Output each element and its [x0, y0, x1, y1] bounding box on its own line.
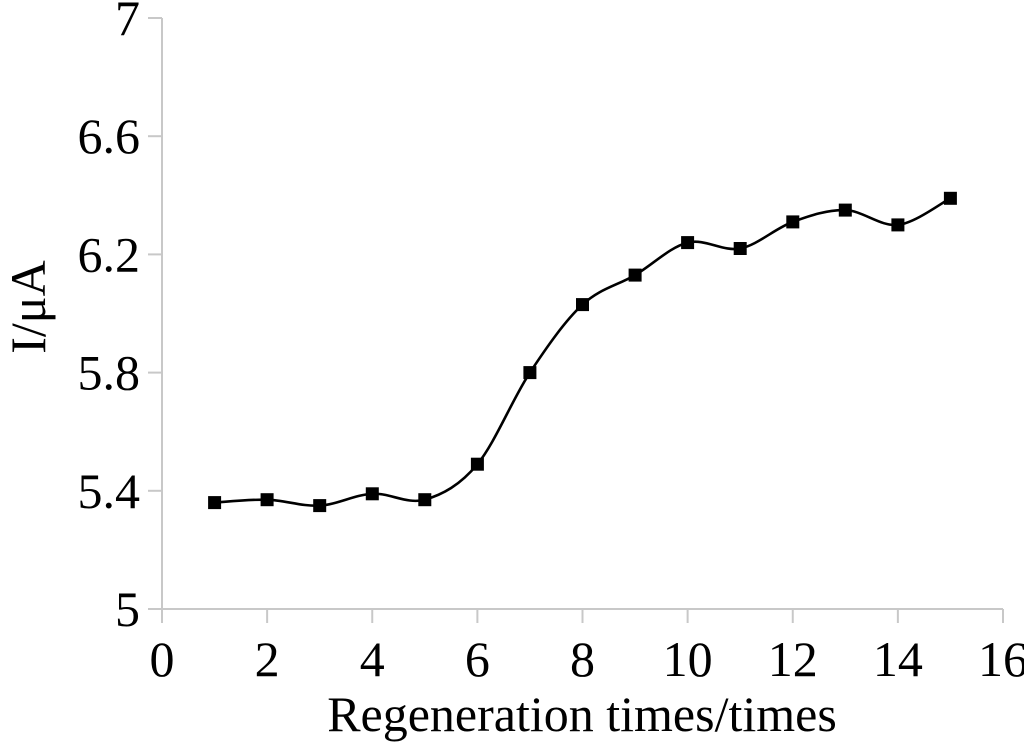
data-point-marker: [365, 487, 379, 501]
y-tick-label: 5.8: [78, 345, 141, 401]
x-tick-label: 2: [255, 631, 280, 687]
x-tick-label: 10: [663, 631, 713, 687]
data-point-marker: [260, 493, 274, 507]
x-tick-label: 12: [768, 631, 818, 687]
data-point-marker: [418, 493, 432, 507]
data-point-marker: [208, 496, 222, 510]
data-point-marker: [943, 191, 957, 205]
y-tick-label: 5.4: [78, 463, 141, 519]
data-point-marker: [470, 457, 484, 471]
series-line: [214, 197, 952, 507]
y-tick-label: 7: [115, 0, 140, 46]
x-tick-label: 6: [465, 631, 490, 687]
data-point-marker: [628, 268, 642, 282]
y-tick-label: 6.2: [78, 226, 141, 282]
y-tick-label: 5: [115, 581, 140, 637]
x-tick-label: 8: [570, 631, 595, 687]
data-point-marker: [786, 215, 800, 229]
data-point-marker: [313, 499, 327, 513]
x-axis-title: Regeneration times/times: [327, 686, 837, 742]
y-tick-label: 6.6: [78, 108, 141, 164]
x-tick-label: 4: [360, 631, 385, 687]
y-axis-title: I/μA: [0, 260, 56, 354]
data-point-marker: [523, 366, 537, 380]
data-point-marker: [681, 236, 695, 250]
data-point-marker: [576, 298, 589, 312]
x-tick-label: 16: [978, 631, 1024, 687]
x-tick-label: 14: [873, 631, 923, 687]
data-point-marker: [733, 242, 747, 255]
data-point-marker: [891, 218, 905, 232]
x-tick-label: 0: [150, 631, 175, 687]
data-point-marker: [838, 203, 852, 217]
